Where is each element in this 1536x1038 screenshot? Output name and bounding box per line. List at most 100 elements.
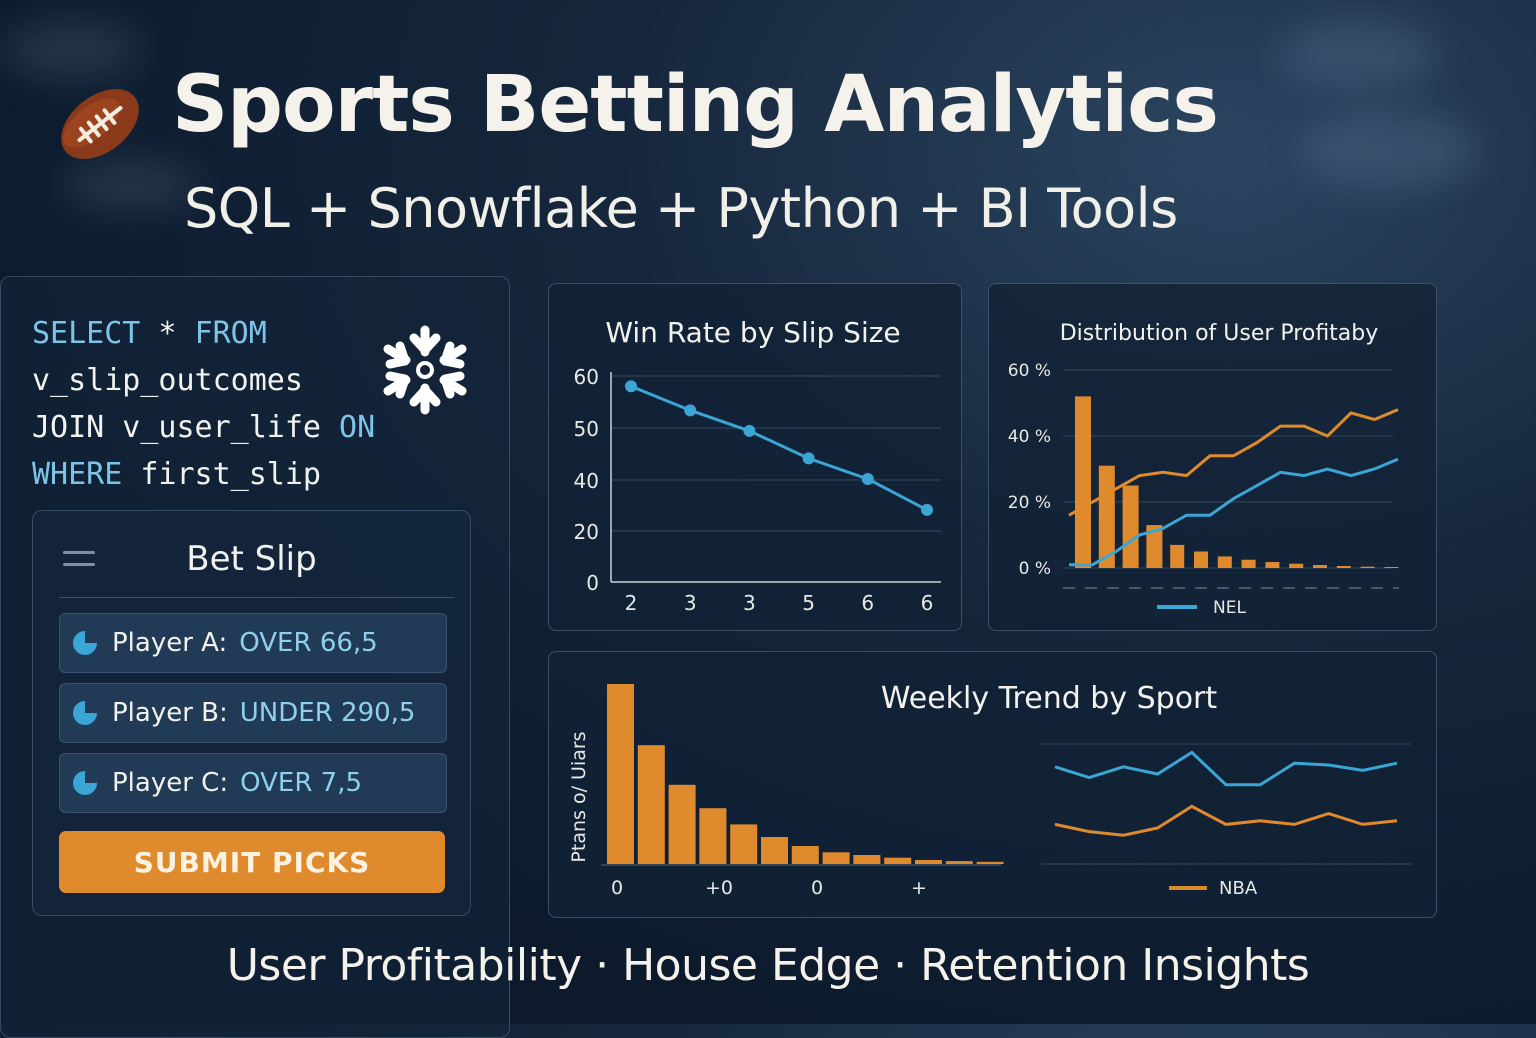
bar bbox=[730, 824, 758, 864]
y-tick-label: 50 bbox=[574, 417, 599, 441]
pick-player: Player C: bbox=[112, 768, 229, 798]
footer-tagline: User Profitability · House Edge · Retent… bbox=[226, 940, 1310, 991]
bet-slip-title: Bet Slip bbox=[186, 539, 317, 579]
y-tick-label: 40 % bbox=[1008, 427, 1051, 447]
bar bbox=[668, 784, 696, 864]
pick-player: Player B: bbox=[112, 698, 228, 728]
bar bbox=[915, 860, 942, 864]
sql-symbol: * bbox=[140, 316, 195, 351]
series-line bbox=[1068, 408, 1399, 517]
data-point bbox=[684, 404, 697, 417]
x-tick-label: 3 bbox=[743, 591, 756, 615]
x-tick-label: 0 bbox=[611, 877, 623, 899]
pie-timer-icon bbox=[73, 771, 97, 795]
x-tick-label: 5 bbox=[802, 591, 815, 615]
bar bbox=[1146, 525, 1163, 568]
bar bbox=[1122, 485, 1139, 568]
sql-identifier: first_slip bbox=[122, 457, 321, 492]
series-line bbox=[1054, 804, 1398, 837]
x-tick-label: +0 bbox=[705, 877, 733, 899]
y-tick-label: 40 bbox=[574, 469, 599, 493]
weekly-trend-chart: Weekly Trend by Sport Ptans o/ Uiars 0 +0 0 +… bbox=[548, 651, 1437, 918]
chart-title: Weekly Trend by Sport bbox=[881, 681, 1218, 716]
x-tick-label: + bbox=[911, 877, 927, 899]
x-tick-label: 2 bbox=[625, 591, 638, 615]
bar bbox=[1384, 567, 1399, 568]
stadium-light bbox=[1280, 20, 1440, 90]
pick-row-c[interactable]: Player C: OVER 7,5 bbox=[59, 753, 447, 813]
pick-line: OVER 7,5 bbox=[240, 768, 362, 798]
bet-slip: Bet Slip Player A: OVER 66,5 Player B: U… bbox=[32, 510, 471, 916]
sql-keyword: FROM bbox=[194, 316, 267, 351]
chart-title: Win Rate by Slip Size bbox=[605, 316, 900, 349]
sql-query: SELECT * FROM v_slip_outcomes JOIN v_use… bbox=[32, 310, 375, 498]
snowflake-icon bbox=[383, 325, 467, 415]
bar bbox=[884, 857, 912, 864]
pick-row-a[interactable]: Player A: OVER 66,5 bbox=[59, 613, 447, 673]
bar bbox=[1075, 396, 1091, 568]
data-point bbox=[802, 452, 815, 465]
submit-picks-button[interactable]: SUBMIT PICKS bbox=[59, 831, 445, 893]
menu-icon[interactable] bbox=[63, 551, 95, 569]
pick-player: Player A: bbox=[112, 628, 228, 658]
pie-timer-icon bbox=[73, 701, 97, 725]
bar bbox=[1194, 551, 1208, 568]
data-point bbox=[921, 503, 933, 516]
bar bbox=[1336, 566, 1351, 568]
x-tick-label: 6 bbox=[861, 591, 874, 615]
y-tick-label: 20 bbox=[574, 520, 599, 544]
bar bbox=[1170, 544, 1185, 568]
weekly-trend-chart-svg: Weekly Trend by Sport Ptans o/ Uiars 0 +0 0 +… bbox=[568, 681, 1411, 899]
series-line bbox=[1054, 750, 1398, 787]
data-point bbox=[625, 380, 637, 393]
chart-title: Distribution of User Profitaby bbox=[1060, 321, 1379, 346]
divider bbox=[59, 597, 454, 598]
sql-line-3: JOIN v_user_life ON bbox=[32, 404, 375, 451]
pick-line: UNDER 290,5 bbox=[239, 698, 416, 728]
stadium-light bbox=[1300, 110, 1480, 190]
stadium-light bbox=[60, 160, 200, 210]
y-tick-label: 0 % bbox=[1019, 559, 1051, 579]
sql-keyword: ON bbox=[339, 410, 376, 445]
sql-identifier: v_slip_outcomes bbox=[32, 363, 303, 398]
bar bbox=[822, 852, 850, 864]
series-line bbox=[1069, 457, 1399, 567]
bar bbox=[1217, 556, 1232, 568]
legend-label: NEL bbox=[1213, 598, 1246, 618]
bar bbox=[791, 846, 819, 864]
sql-line-4: WHERE first_slip bbox=[32, 451, 375, 498]
y-tick-label: 20 % bbox=[1008, 493, 1051, 513]
bar bbox=[945, 861, 973, 864]
pick-row-b[interactable]: Player B: UNDER 290,5 bbox=[59, 683, 447, 743]
legend-label: NBA bbox=[1219, 878, 1258, 899]
y-tick-label: 0 bbox=[586, 571, 599, 595]
data-point bbox=[743, 424, 756, 437]
profitability-chart: Distribution of User Profitaby 60 % 40 % 20… bbox=[988, 283, 1437, 631]
bar bbox=[1265, 562, 1280, 568]
pick-line: OVER 66,5 bbox=[239, 628, 378, 658]
page-subtitle: SQL + Snowflake + Python + BI Tools bbox=[184, 177, 1178, 240]
sql-keyword: SELECT bbox=[32, 316, 141, 351]
bar bbox=[1241, 559, 1256, 568]
win-rate-chart: Win Rate by Slip Size 60 50 40 20 0 2 3 3 5 6 6 bbox=[548, 283, 962, 631]
series-line bbox=[630, 384, 928, 512]
y-tick-label: 60 % bbox=[1008, 361, 1051, 381]
sql-identifier: JOIN v_user_life bbox=[32, 410, 340, 445]
bar bbox=[1360, 566, 1375, 568]
page-title: Sports Betting Analytics bbox=[172, 60, 1219, 150]
sql-line-1: SELECT * FROM bbox=[32, 310, 375, 357]
sql-line-2: v_slip_outcomes bbox=[32, 357, 375, 404]
bar bbox=[976, 861, 1004, 864]
pie-timer-icon bbox=[73, 631, 97, 655]
x-tick-label: 6 bbox=[921, 591, 934, 615]
bar bbox=[853, 855, 881, 864]
football-icon bbox=[61, 89, 139, 159]
profitability-chart-svg: Distribution of User Profitaby 60 % 40 % 20… bbox=[1008, 321, 1399, 618]
x-tick-label: 3 bbox=[684, 591, 697, 615]
data-point bbox=[861, 473, 874, 485]
bar bbox=[637, 745, 665, 864]
sql-keyword: WHERE bbox=[32, 457, 123, 492]
stadium-light bbox=[0, 20, 140, 80]
bar bbox=[699, 808, 727, 864]
